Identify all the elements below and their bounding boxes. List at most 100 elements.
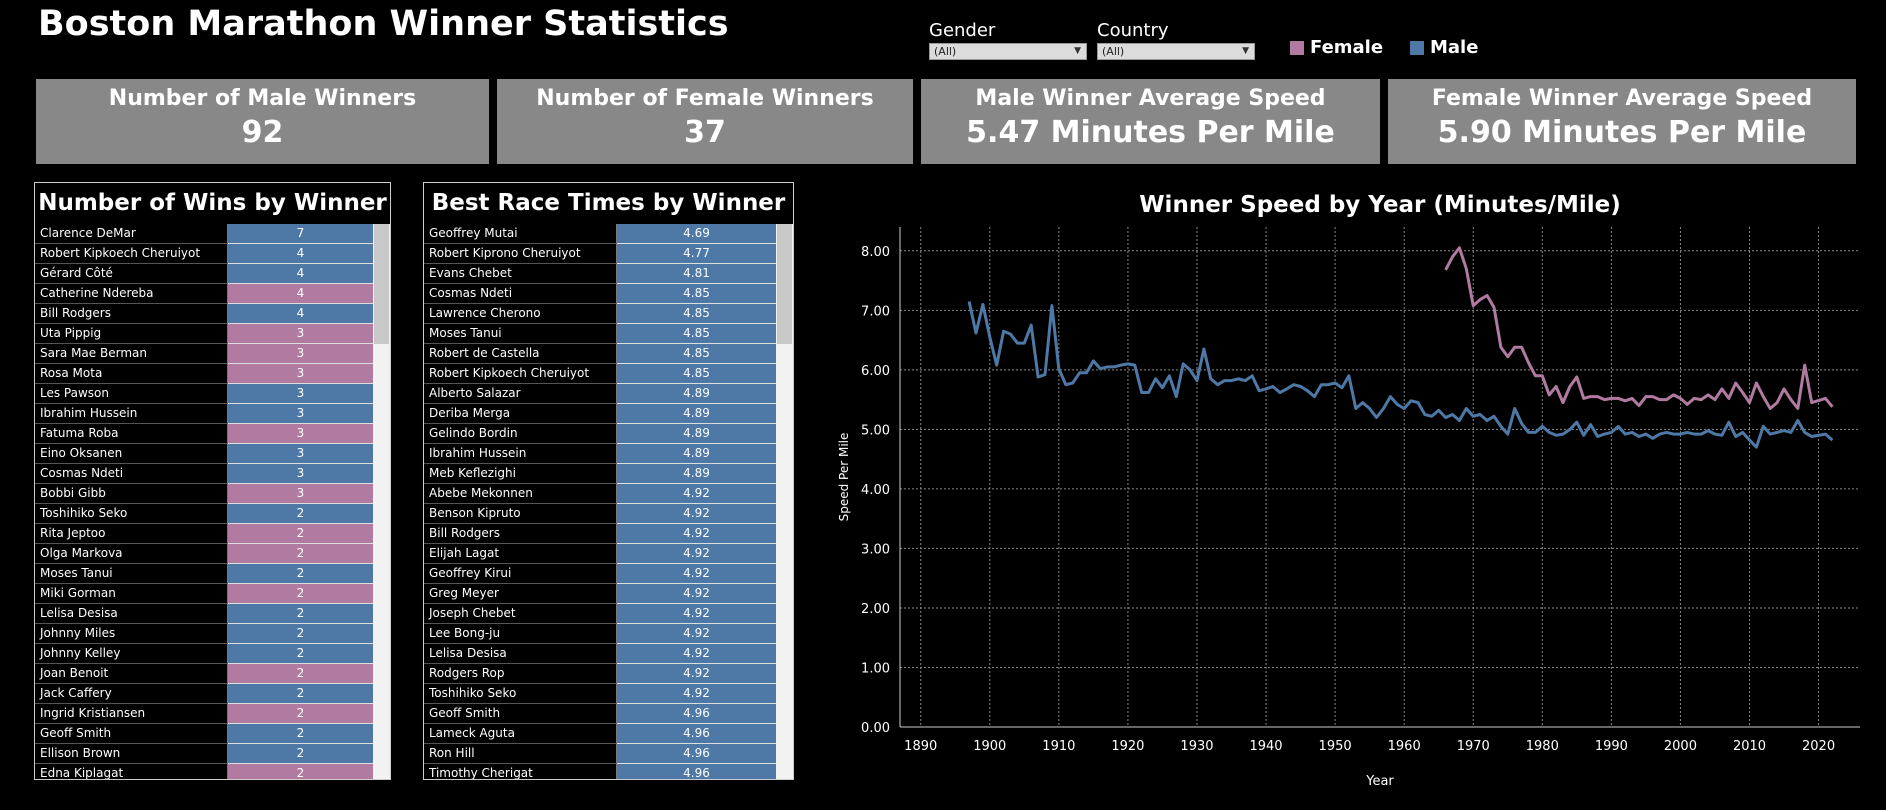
table-row[interactable]: Sara Mae Berman 3 <box>35 344 390 364</box>
country-dropdown[interactable]: (All) ▼ <box>1097 43 1255 60</box>
table-row[interactable]: Alberto Salazar 4.89 <box>424 384 793 404</box>
table-row[interactable]: Gelindo Bordin 4.89 <box>424 424 793 444</box>
table-row[interactable]: Benson Kipruto 4.92 <box>424 504 793 524</box>
winner-name: Robert de Castella <box>424 344 617 364</box>
table-row[interactable]: Cosmas Ndeti 4.85 <box>424 284 793 304</box>
winner-value: 4.89 <box>617 404 776 424</box>
legend-item-female[interactable]: Female <box>1290 37 1383 58</box>
winner-name: Les Pawson <box>35 384 228 404</box>
winner-name: Catherine Ndereba <box>35 284 228 304</box>
winner-name: Uta Pippig <box>35 324 228 344</box>
country-dropdown-value: (All) <box>1102 45 1125 58</box>
table-row[interactable]: Geoff Smith 4.96 <box>424 704 793 724</box>
table-row[interactable]: Fatuma Roba 3 <box>35 424 390 444</box>
table-row[interactable]: Clarence DeMar 7 <box>35 224 390 244</box>
y-tick-label: 3.00 <box>861 542 890 557</box>
table-row[interactable]: Robert de Castella 4.85 <box>424 344 793 364</box>
table-row[interactable]: Catherine Ndereba 4 <box>35 284 390 304</box>
winner-name: Lelisa Desisa <box>424 644 617 664</box>
table-row[interactable]: Jack Caffery 2 <box>35 684 390 704</box>
table-row[interactable]: Abebe Mekonnen 4.92 <box>424 484 793 504</box>
table-row[interactable]: Lelisa Desisa 2 <box>35 604 390 624</box>
table-row[interactable]: Greg Meyer 4.92 <box>424 584 793 604</box>
times-scroll-thumb[interactable] <box>777 224 792 344</box>
table-row[interactable]: Les Pawson 3 <box>35 384 390 404</box>
table-row[interactable]: Lee Bong-ju 4.92 <box>424 624 793 644</box>
table-row[interactable]: Deriba Merga 4.89 <box>424 404 793 424</box>
times-table-scrollbar[interactable] <box>776 224 793 779</box>
winner-value: 4.96 <box>617 764 776 779</box>
table-row[interactable]: Toshihiko Seko 4.92 <box>424 684 793 704</box>
winner-name: Alberto Salazar <box>424 384 617 404</box>
table-row[interactable]: Ibrahim Hussein 4.89 <box>424 444 793 464</box>
table-row[interactable]: Miki Gorman 2 <box>35 584 390 604</box>
winner-value: 4 <box>228 304 373 324</box>
table-row[interactable]: Geoffrey Mutai 4.69 <box>424 224 793 244</box>
table-row[interactable]: Moses Tanui 4.85 <box>424 324 793 344</box>
kpi-title: Number of Male Winners <box>108 86 417 111</box>
table-row[interactable]: Bobbi Gibb 3 <box>35 484 390 504</box>
winner-value: 4.92 <box>617 484 776 504</box>
times-table-body: Geoffrey Mutai 4.69 Robert Kiprono Cheruiy… <box>424 224 793 779</box>
table-row[interactable]: Olga Markova 2 <box>35 544 390 564</box>
table-row[interactable]: Ron Hill 4.96 <box>424 744 793 764</box>
wins-scroll-thumb[interactable] <box>374 224 389 344</box>
table-row[interactable]: Uta Pippig 3 <box>35 324 390 344</box>
legend-item-male[interactable]: Male <box>1410 37 1478 58</box>
table-row[interactable]: Bill Rodgers 4.92 <box>424 524 793 544</box>
winner-name: Robert Kipkoech Cheruiyot <box>35 244 228 264</box>
winner-name: Ibrahim Hussein <box>424 444 617 464</box>
winner-value: 4.92 <box>617 584 776 604</box>
table-row[interactable]: Eino Oksanen 3 <box>35 444 390 464</box>
winner-value: 4 <box>228 244 373 264</box>
table-row[interactable]: Lameck Aguta 4.96 <box>424 724 793 744</box>
kpi-value: 5.90 Minutes Per Mile <box>1437 115 1807 150</box>
series-line-female <box>1444 246 1834 410</box>
table-row[interactable]: Toshihiko Seko 2 <box>35 504 390 524</box>
table-row[interactable]: Moses Tanui 2 <box>35 564 390 584</box>
winner-value: 3 <box>228 324 373 344</box>
winner-name: Geoff Smith <box>424 704 617 724</box>
table-row[interactable]: Edna Kiplagat 2 <box>35 764 390 779</box>
table-row[interactable]: Joan Benoit 2 <box>35 664 390 684</box>
table-row[interactable]: Bill Rodgers 4 <box>35 304 390 324</box>
speed-line-chart: Winner Speed by Year (Minutes/Mile) 0.00 1… <box>837 192 1860 789</box>
table-row[interactable]: Geoffrey Kirui 4.92 <box>424 564 793 584</box>
table-row[interactable]: Gérard Côté 4 <box>35 264 390 284</box>
legend-swatch-female <box>1290 40 1304 55</box>
winner-name: Cosmas Ndeti <box>35 464 228 484</box>
y-tick-label: 0.00 <box>861 721 890 736</box>
winner-value: 4.92 <box>617 504 776 524</box>
table-row[interactable]: Ingrid Kristiansen 2 <box>35 704 390 724</box>
table-row[interactable]: Evans Chebet 4.81 <box>424 264 793 284</box>
table-row[interactable]: Lawrence Cherono 4.85 <box>424 304 793 324</box>
winner-value: 2 <box>228 644 373 664</box>
winner-name: Gelindo Bordin <box>424 424 617 444</box>
x-tick-label: 1930 <box>1180 739 1213 754</box>
kpi-female-average-speed: Female Winner Average Speed 5.90 Minutes… <box>1388 79 1856 164</box>
table-row[interactable]: Cosmas Ndeti 3 <box>35 464 390 484</box>
x-tick-label: 2010 <box>1733 739 1766 754</box>
table-row[interactable]: Ibrahim Hussein 3 <box>35 404 390 424</box>
table-row[interactable]: Robert Kipkoech Cheruiyot 4 <box>35 244 390 264</box>
table-row[interactable]: Robert Kiprono Cheruiyot 4.77 <box>424 244 793 264</box>
table-row[interactable]: Lelisa Desisa 4.92 <box>424 644 793 664</box>
table-row[interactable]: Johnny Kelley 2 <box>35 644 390 664</box>
table-row[interactable]: Geoff Smith 2 <box>35 724 390 744</box>
table-row[interactable]: Meb Keflezighi 4.89 <box>424 464 793 484</box>
table-row[interactable]: Rita Jeptoo 2 <box>35 524 390 544</box>
wins-table-scrollbar[interactable] <box>373 224 390 779</box>
table-row[interactable]: Timothy Cherigat 4.96 <box>424 764 793 779</box>
table-row[interactable]: Robert Kipkoech Cheruiyot 4.85 <box>424 364 793 384</box>
gender-dropdown[interactable]: (All) ▼ <box>929 43 1087 60</box>
x-tick-label: 1970 <box>1457 739 1490 754</box>
wins-table-title: Number of Wins by Winner <box>38 190 387 216</box>
table-row[interactable]: Ellison Brown 2 <box>35 744 390 764</box>
table-row[interactable]: Joseph Chebet 4.92 <box>424 604 793 624</box>
table-row[interactable]: Rodgers Rop 4.92 <box>424 664 793 684</box>
table-row[interactable]: Rosa Mota 3 <box>35 364 390 384</box>
table-row[interactable]: Johnny Miles 2 <box>35 624 390 644</box>
table-row[interactable]: Elijah Lagat 4.92 <box>424 544 793 564</box>
times-table-title: Best Race Times by Winner <box>431 190 786 216</box>
chart-title: Winner Speed by Year (Minutes/Mile) <box>1139 192 1621 218</box>
